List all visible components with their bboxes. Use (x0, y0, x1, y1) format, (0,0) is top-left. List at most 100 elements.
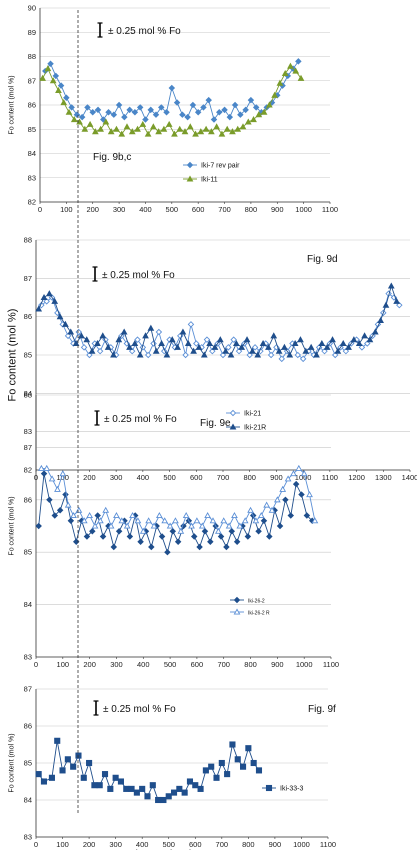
data-point (207, 538, 214, 545)
data-point (40, 293, 48, 301)
data-point (128, 128, 136, 135)
data-point (37, 464, 45, 471)
data-point (223, 125, 231, 132)
data-point (99, 332, 107, 339)
data-point (55, 86, 62, 93)
data-point (86, 759, 93, 767)
error-bar-label: ± 0.25 mol % Fo (102, 270, 175, 281)
data-point (75, 328, 82, 336)
data-point (139, 120, 147, 127)
x-tick-label: 400 (137, 473, 150, 482)
legend-label: Iki-21 (244, 411, 261, 418)
data-point (318, 339, 326, 347)
data-point (149, 123, 157, 130)
x-tick-label: 0 (34, 660, 38, 669)
data-point (176, 125, 184, 132)
data-point (241, 517, 249, 524)
series-2 (35, 282, 401, 358)
legend-label: Iki-7 rev pair (201, 163, 240, 170)
data-point (120, 328, 128, 335)
data-point (128, 347, 136, 355)
data-point (291, 339, 299, 347)
data-point (182, 511, 190, 519)
x-tick-label: 900 (269, 840, 282, 849)
data-point (168, 336, 176, 343)
data-point (70, 511, 77, 519)
data-point (225, 344, 232, 351)
x-tick-label: 200 (83, 840, 96, 849)
data-point (170, 789, 178, 796)
x-tick-label: 100 (56, 840, 69, 849)
data-point (131, 339, 139, 347)
data-point (60, 99, 68, 106)
data-point (216, 109, 223, 116)
data-point (142, 116, 149, 123)
data-point (107, 785, 114, 792)
data-point (200, 351, 208, 358)
data-point (323, 343, 331, 350)
data-point (221, 106, 228, 114)
x-tick-label: 100 (57, 660, 70, 669)
x-tick-label: 500 (164, 660, 177, 669)
data-point (80, 344, 88, 351)
data-point (202, 125, 210, 132)
data-point (67, 328, 75, 335)
data-point (57, 82, 65, 89)
data-point (282, 496, 289, 504)
x-tick-label: 1200 (348, 473, 365, 482)
data-point (64, 756, 71, 763)
data-point (286, 351, 294, 358)
y-tick-label: 82 (24, 466, 32, 475)
data-point (107, 128, 115, 135)
y-tick-label: 87 (24, 274, 32, 283)
data-point (250, 116, 257, 123)
data-point (70, 116, 78, 123)
data-point (195, 343, 203, 350)
series-line (38, 473, 313, 554)
data-point (110, 543, 118, 551)
x-tick-label: 1100 (320, 840, 336, 849)
chart-panel-4: 83 84 85 86 87 0 100 200 300 400 500 600 700 800 900 10… (9, 685, 337, 850)
data-point (91, 522, 99, 529)
data-point (255, 111, 263, 118)
x-tick-label: 400 (139, 205, 152, 214)
figure-annotation: Fig. 9f (308, 704, 336, 715)
x-tick-label: 800 (244, 660, 257, 669)
data-point (64, 332, 72, 340)
x-tick-label: 700 (218, 205, 231, 214)
data-point (121, 113, 128, 121)
data-point (255, 767, 263, 774)
data-point (45, 290, 53, 297)
data-point (196, 543, 203, 551)
data-point (377, 316, 384, 324)
x-tick-label: 1400 (402, 473, 417, 482)
data-point (38, 301, 45, 309)
data-point (243, 336, 251, 343)
data-point (302, 347, 310, 354)
legend-marker (233, 596, 241, 604)
y-tick-label: 85 (24, 548, 32, 557)
data-point (136, 351, 144, 358)
y-axis-label: Fo content (mol %) (9, 75, 16, 134)
series-line (41, 467, 316, 533)
x-tick-label: 200 (86, 205, 99, 214)
data-point (210, 116, 218, 123)
data-point (86, 351, 93, 359)
data-point (83, 533, 91, 540)
data-point (137, 538, 144, 545)
data-point (254, 351, 262, 358)
data-point (234, 125, 242, 132)
data-point (204, 511, 212, 519)
y-axis-label: Fo content (mol %) (7, 309, 19, 402)
data-point (136, 104, 144, 111)
data-point (59, 470, 67, 477)
data-point (43, 298, 50, 305)
data-point (244, 533, 252, 540)
data-point (142, 332, 149, 339)
x-tick-label: 700 (217, 660, 230, 669)
data-point (265, 343, 272, 350)
data-point (281, 343, 288, 350)
data-point (184, 113, 191, 121)
data-point (70, 763, 77, 770)
data-point (35, 771, 42, 778)
